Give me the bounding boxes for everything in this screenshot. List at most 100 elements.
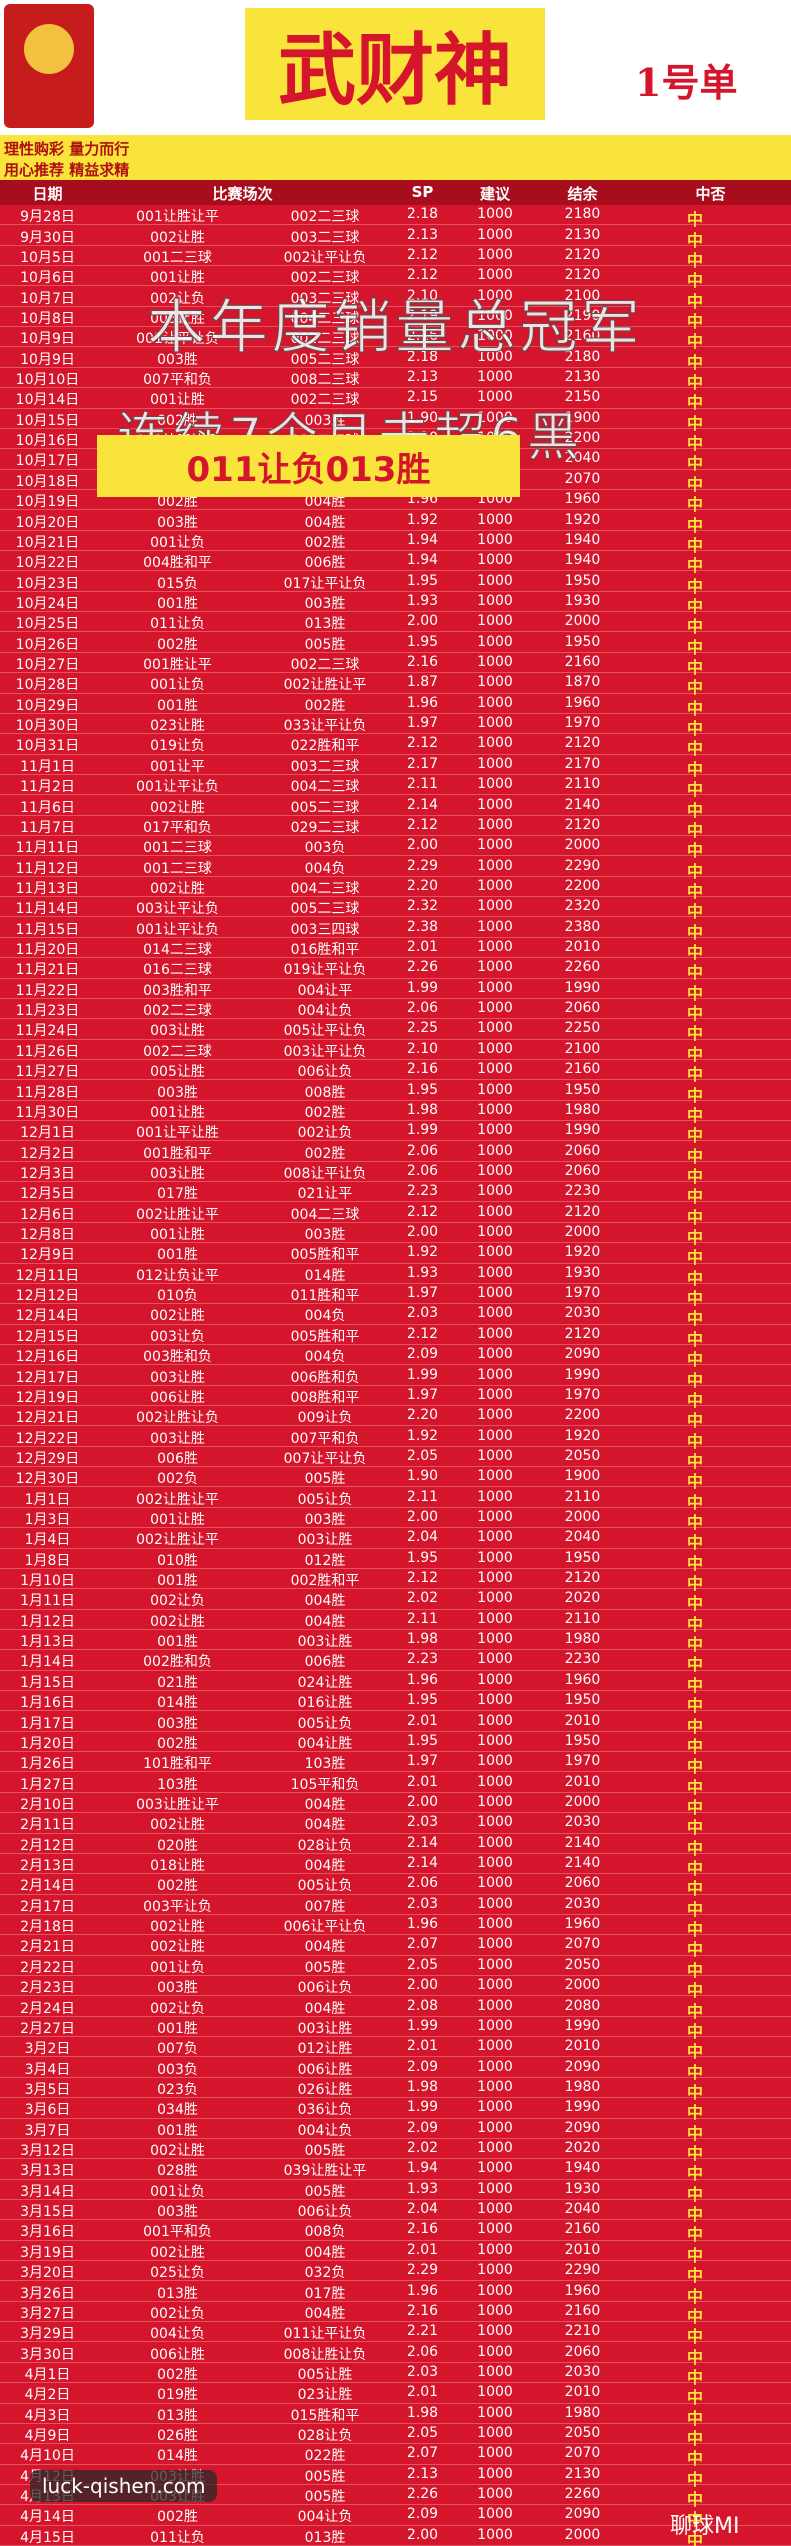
cell: 1000 bbox=[477, 1936, 513, 1953]
column-header: 结余 bbox=[567, 185, 598, 203]
cell: 1000 bbox=[477, 796, 513, 813]
cell: 006胜 bbox=[304, 555, 346, 572]
cell: 1870 bbox=[564, 674, 601, 691]
cell: 1月12日 bbox=[20, 1613, 75, 1630]
cell: 003让平让负 bbox=[283, 1043, 367, 1060]
cell: 3月30日 bbox=[20, 2346, 75, 2363]
cell: 004胜 bbox=[304, 494, 346, 511]
column-header: 日期 bbox=[32, 185, 63, 203]
cell: 10月20日 bbox=[15, 514, 80, 531]
result: 中 bbox=[686, 1166, 703, 1186]
cell: 2.13 bbox=[406, 226, 439, 243]
cell: 2.11 bbox=[406, 1488, 439, 1505]
result: 中 bbox=[686, 413, 703, 433]
cell: 1930 bbox=[564, 592, 601, 609]
result: 中 bbox=[686, 2530, 703, 2546]
cell: 2000 bbox=[564, 1508, 601, 1525]
cell: 1000 bbox=[477, 2201, 513, 2218]
row-line bbox=[0, 1282, 791, 1284]
cell: 004让平 bbox=[297, 982, 353, 999]
cell: 2000 bbox=[564, 1977, 601, 1994]
cell: 007平和负 bbox=[290, 1430, 360, 1447]
cell: 003胜和负 bbox=[143, 1349, 212, 1366]
row-line bbox=[0, 1160, 791, 1162]
slogan: 理性购彩 量力而行 bbox=[4, 140, 130, 158]
logo-icon bbox=[24, 24, 74, 74]
cell: 2110 bbox=[564, 776, 601, 793]
cell: 2.21 bbox=[406, 2323, 439, 2340]
cell: 10月15日 bbox=[15, 412, 80, 429]
cell: 2.14 bbox=[406, 1855, 439, 1872]
cell: 007负 bbox=[157, 2041, 198, 2058]
cell: 003胜 bbox=[157, 1084, 198, 1101]
cell: 004胜 bbox=[304, 1593, 346, 1610]
result: 中 bbox=[686, 454, 703, 474]
row-line bbox=[0, 2198, 791, 2200]
cell: 006让胜 bbox=[297, 2061, 353, 2078]
cell: 1000 bbox=[477, 531, 513, 548]
cell: 2.05 bbox=[406, 2425, 439, 2442]
cell: 1990 bbox=[564, 2099, 601, 2116]
cell: 1000 bbox=[477, 1040, 513, 1057]
cell: 1.96 bbox=[406, 2282, 439, 2299]
cell: 1000 bbox=[477, 328, 513, 345]
cell: 2070 bbox=[564, 2445, 601, 2462]
cell: 2040 bbox=[564, 2201, 601, 2218]
row-line bbox=[0, 773, 791, 775]
cell: 10月31日 bbox=[15, 738, 80, 755]
result: 中 bbox=[686, 1797, 703, 1817]
cell: 1.90 bbox=[406, 409, 439, 426]
row-line bbox=[0, 1608, 791, 1610]
cell: 1980 bbox=[564, 2078, 601, 2095]
cell: 2010 bbox=[564, 2241, 601, 2258]
cell: 3月20日 bbox=[20, 2265, 75, 2282]
header-band bbox=[0, 135, 791, 180]
row-line bbox=[0, 2300, 791, 2302]
row-line bbox=[0, 2219, 791, 2221]
cell: 1940 bbox=[564, 531, 601, 548]
cell: 001让平让胜 bbox=[136, 1125, 219, 1142]
cell: 005胜和平 bbox=[290, 1328, 360, 1345]
cell: 11月23日 bbox=[15, 1003, 80, 1020]
row-line bbox=[0, 2422, 791, 2424]
result: 中 bbox=[686, 617, 703, 637]
row-line bbox=[0, 997, 791, 999]
result: 中 bbox=[686, 1818, 703, 1838]
cell: 3月2日 bbox=[24, 2041, 71, 2058]
row-line bbox=[0, 2402, 791, 2404]
cell: 003让胜 bbox=[150, 1369, 205, 1386]
cell: 002二三球 bbox=[290, 209, 360, 226]
cell: 12月8日 bbox=[20, 1227, 75, 1243]
cell: 2.11 bbox=[406, 776, 439, 793]
cell: 1000 bbox=[477, 348, 513, 365]
cell: 1000 bbox=[477, 1386, 513, 1403]
cell: 015胜和平 bbox=[290, 2407, 360, 2424]
result: 中 bbox=[686, 2347, 703, 2367]
cell: 10月22日 bbox=[15, 555, 80, 572]
result: 中 bbox=[686, 271, 703, 291]
cell: 2.14 bbox=[406, 1834, 439, 1851]
cell: 2.16 bbox=[406, 328, 439, 345]
cell: 1000 bbox=[477, 1285, 513, 1302]
cell: 003平让负 bbox=[143, 1898, 212, 1915]
cell: 2.00 bbox=[406, 1977, 439, 1994]
cell: 2080 bbox=[564, 1997, 601, 2014]
cell: 10月30日 bbox=[15, 718, 80, 735]
cell: 1950 bbox=[564, 633, 601, 650]
cell: 2260 bbox=[564, 959, 601, 976]
cell: 1000 bbox=[477, 2119, 513, 2136]
cell: 2160 bbox=[564, 1061, 601, 1078]
cell: 004胜和平 bbox=[143, 555, 212, 572]
cell: 1920 bbox=[564, 511, 601, 528]
result: 中 bbox=[686, 352, 703, 372]
result: 中 bbox=[686, 861, 703, 881]
cell: 006胜和负 bbox=[290, 1369, 360, 1386]
cell: 1000 bbox=[477, 1855, 513, 1872]
row-line bbox=[0, 407, 791, 409]
cell: 003负 bbox=[304, 840, 346, 857]
result: 中 bbox=[686, 2103, 703, 2123]
cell: 1000 bbox=[477, 1651, 513, 1668]
result: 中 bbox=[686, 2286, 703, 2306]
cell: 11月15日 bbox=[15, 921, 80, 938]
cell: 003让平让负 bbox=[136, 901, 219, 918]
